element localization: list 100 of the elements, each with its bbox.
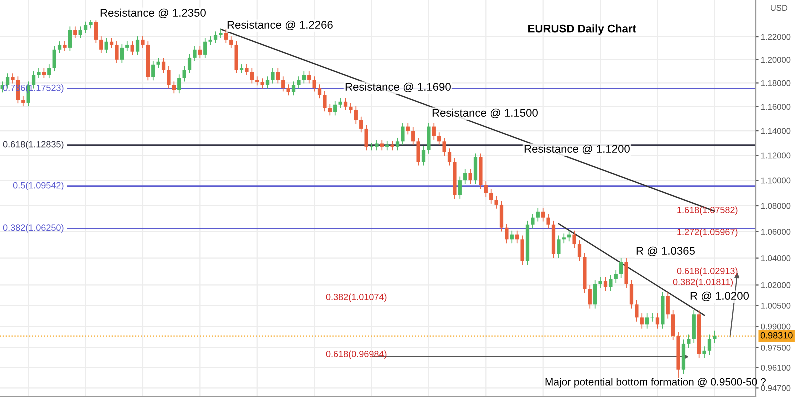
annotation: 0.382(1.01811) [673, 278, 734, 288]
candlestick [672, 310, 676, 341]
candlestick [141, 36, 145, 49]
candlestick [22, 96, 26, 107]
candlestick [646, 313, 650, 330]
candlestick [204, 38, 208, 59]
candlestick [323, 91, 327, 112]
annotation: R @ 1.0200 [690, 292, 750, 302]
candlestick [624, 258, 628, 289]
y-tick-label: 1.08000 [761, 203, 791, 210]
candlestick [136, 36, 140, 56]
annotation: Resistance @ 1.1690 [346, 82, 451, 92]
candlestick [687, 334, 691, 349]
candlestick [302, 71, 306, 84]
y-tick-label: 1.06000 [761, 229, 791, 236]
candlestick [416, 138, 420, 166]
candlestick [162, 58, 166, 74]
candlestick [536, 208, 540, 222]
candlestick [297, 76, 301, 90]
candlestick [557, 235, 561, 259]
candlestick [542, 208, 546, 222]
candlestick [464, 168, 468, 185]
candlestick [219, 29, 223, 39]
ref-line-label: 0.382(1.06250) [3, 224, 64, 233]
ref-line-label: 0.5(1.09542) [13, 182, 64, 191]
candlestick [256, 76, 260, 86]
y-tick-label: 1.02000 [761, 282, 791, 288]
candlestick [438, 132, 442, 146]
candlestick [120, 44, 124, 64]
candlestick [520, 235, 524, 266]
candlestick [396, 138, 400, 152]
y-tick-label: 1.16000 [761, 104, 791, 110]
candlestick [37, 68, 41, 79]
candlestick [271, 68, 275, 84]
candlestick [42, 68, 46, 79]
candlestick [312, 76, 316, 92]
y-tick-label: 1.12000 [761, 152, 791, 159]
candlestick [100, 36, 104, 54]
candlestick [412, 126, 416, 146]
annotation: 0.618(0.96984) [326, 350, 387, 360]
candlestick [380, 140, 384, 152]
candlestick [308, 71, 312, 84]
candlestick [110, 38, 114, 49]
candlestick [494, 196, 498, 210]
candlestick [432, 122, 436, 140]
candlestick [713, 330, 717, 344]
y-tick-label: 1.04000 [761, 256, 791, 262]
candlestick [260, 78, 264, 90]
candlestick [338, 98, 342, 109]
candlestick [650, 313, 654, 322]
candlestick [702, 346, 706, 359]
candlestick [230, 36, 234, 49]
y-tick-label: 1.22000 [761, 34, 791, 40]
y-tick-label: 0.96100 [761, 365, 791, 371]
candlestick [386, 140, 390, 152]
annotation: Resistance @ 1.2266 [228, 20, 333, 30]
candlestick [52, 46, 56, 72]
candlestick [401, 122, 405, 146]
candlestick [115, 41, 119, 64]
candlestick [656, 313, 660, 330]
candlestick [635, 300, 639, 322]
candlestick [598, 276, 602, 289]
candlestick [292, 81, 296, 96]
annotation: R @ 1.0365 [636, 246, 695, 256]
candlestick [458, 176, 462, 200]
candlestick [245, 64, 249, 76]
candlestick [224, 29, 228, 44]
candlestick [609, 274, 613, 292]
text: EURUSD Daily Chart [528, 24, 636, 35]
candlestick [594, 280, 598, 310]
candlestick [484, 181, 488, 198]
y-tick-label: 1.00500 [761, 302, 791, 309]
candlestick [11, 73, 15, 84]
candlestick [250, 68, 254, 84]
candlestick [448, 148, 452, 166]
candlestick [390, 140, 394, 152]
candlestick [328, 104, 332, 116]
candlestick [188, 54, 192, 74]
candlestick [78, 26, 82, 39]
candlestick [198, 46, 202, 59]
annotation: 0.382(1.01074) [326, 294, 387, 302]
candlestick [708, 334, 712, 356]
candlestick [630, 280, 634, 310]
candlestick [604, 276, 608, 292]
candlestick [84, 21, 88, 34]
candlestick [588, 284, 592, 310]
candlestick [68, 26, 72, 52]
candlestick [193, 46, 197, 62]
candlestick [282, 76, 286, 92]
y-tick-label: 1.14000 [761, 128, 791, 134]
candlestick [156, 58, 160, 69]
candlestick [94, 20, 98, 44]
y-tick-label: 1.20000 [761, 57, 791, 64]
candlestick [318, 84, 322, 99]
candlestick [531, 214, 535, 230]
candlestick [640, 313, 644, 330]
candlestick [130, 41, 134, 56]
annotation: Resistance @ 1.1200 [524, 144, 630, 154]
candlestick [48, 64, 52, 79]
candlestick [63, 41, 67, 52]
